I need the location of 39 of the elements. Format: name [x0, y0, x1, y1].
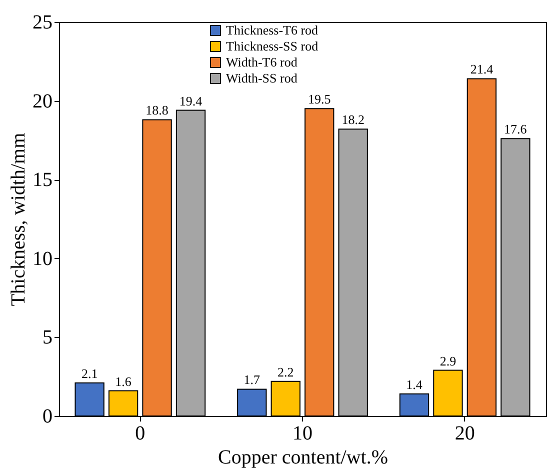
legend-label: Width-T6 rod	[226, 54, 298, 70]
x-tick-label: 0	[135, 422, 146, 444]
legend-label: Width-SS rod	[226, 70, 298, 86]
bar	[108, 390, 138, 416]
bar	[338, 128, 368, 416]
bar	[399, 393, 430, 416]
data-label: 19.4	[179, 93, 203, 108]
bar	[142, 119, 172, 416]
data-label: 2.2	[278, 364, 294, 380]
legend-label: Thickness-SS rod	[226, 38, 319, 54]
x-tick-label: 10	[292, 422, 312, 444]
y-axis-title: Thickness, width/mm	[8, 132, 30, 306]
data-label: 2.9	[440, 353, 456, 368]
bar	[466, 78, 497, 416]
bar	[237, 388, 267, 416]
data-label: 2.1	[81, 366, 98, 381]
bar	[176, 110, 206, 416]
bar	[270, 380, 300, 416]
y-tick-label: 20	[32, 90, 52, 112]
data-label: 18.8	[146, 102, 168, 118]
bar	[433, 370, 463, 416]
data-label: 18.2	[342, 112, 364, 128]
bar	[74, 382, 104, 416]
y-tick-label: 15	[32, 169, 52, 192]
data-label: 21.4	[470, 62, 494, 77]
bar	[304, 108, 334, 416]
data-label: 19.5	[308, 92, 331, 107]
y-tick-label: 5	[42, 326, 52, 349]
y-tick-label: 10	[32, 248, 52, 270]
x-tick-label: 20	[454, 422, 475, 444]
data-label: 17.6	[504, 122, 528, 137]
x-axis-title: Copper content/wt.%	[218, 446, 388, 468]
y-tick-label: 0	[42, 406, 52, 428]
data-label: 1.7	[244, 372, 261, 388]
y-tick-label: 25	[32, 12, 52, 34]
data-label: 1.4	[406, 376, 423, 392]
legend-label: Thickness-T6 rod	[226, 22, 319, 38]
data-label: 1.6	[115, 374, 132, 389]
bar	[500, 138, 530, 416]
